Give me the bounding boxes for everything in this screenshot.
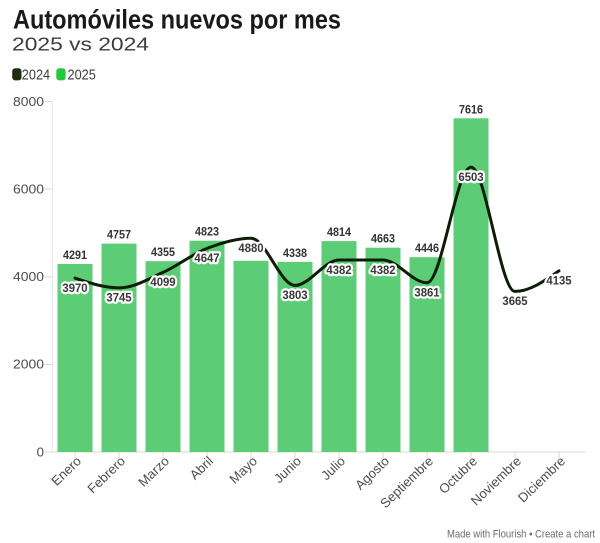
svg-text:4382: 4382 <box>370 263 395 277</box>
svg-text:2000: 2000 <box>13 357 44 372</box>
svg-text:3861: 3861 <box>414 286 439 300</box>
svg-text:2025: 2025 <box>68 67 96 83</box>
svg-text:4135: 4135 <box>546 274 571 288</box>
svg-text:4757: 4757 <box>107 228 131 242</box>
svg-text:4291: 4291 <box>63 248 87 262</box>
svg-text:4823: 4823 <box>195 225 219 239</box>
svg-text:8000: 8000 <box>13 94 44 109</box>
svg-text:4663: 4663 <box>371 232 395 246</box>
svg-text:3665: 3665 <box>502 294 527 308</box>
svg-text:3970: 3970 <box>62 281 87 295</box>
svg-text:3745: 3745 <box>106 291 131 305</box>
svg-text:4355: 4355 <box>151 245 175 259</box>
svg-text:4338: 4338 <box>283 246 307 260</box>
svg-text:0: 0 <box>37 444 44 459</box>
svg-text:3803: 3803 <box>282 288 307 302</box>
svg-text:4382: 4382 <box>326 263 351 277</box>
svg-text:2025 vs 2024: 2025 vs 2024 <box>12 33 149 54</box>
svg-text:4814: 4814 <box>327 225 351 239</box>
svg-text:7616: 7616 <box>459 102 483 116</box>
svg-text:4000: 4000 <box>13 269 44 284</box>
svg-text:4880: 4880 <box>238 241 263 255</box>
svg-text:Made with Flourish • Create a: Made with Flourish • Create a chart <box>447 529 595 541</box>
svg-text:2024: 2024 <box>22 67 50 83</box>
svg-text:4446: 4446 <box>415 241 439 255</box>
svg-text:4099: 4099 <box>150 275 175 289</box>
svg-text:6503: 6503 <box>458 170 483 184</box>
svg-text:4647: 4647 <box>194 251 219 265</box>
svg-text:6000: 6000 <box>13 181 44 196</box>
svg-text:Automóviles nuevos por mes: Automóviles nuevos por mes <box>13 5 341 35</box>
